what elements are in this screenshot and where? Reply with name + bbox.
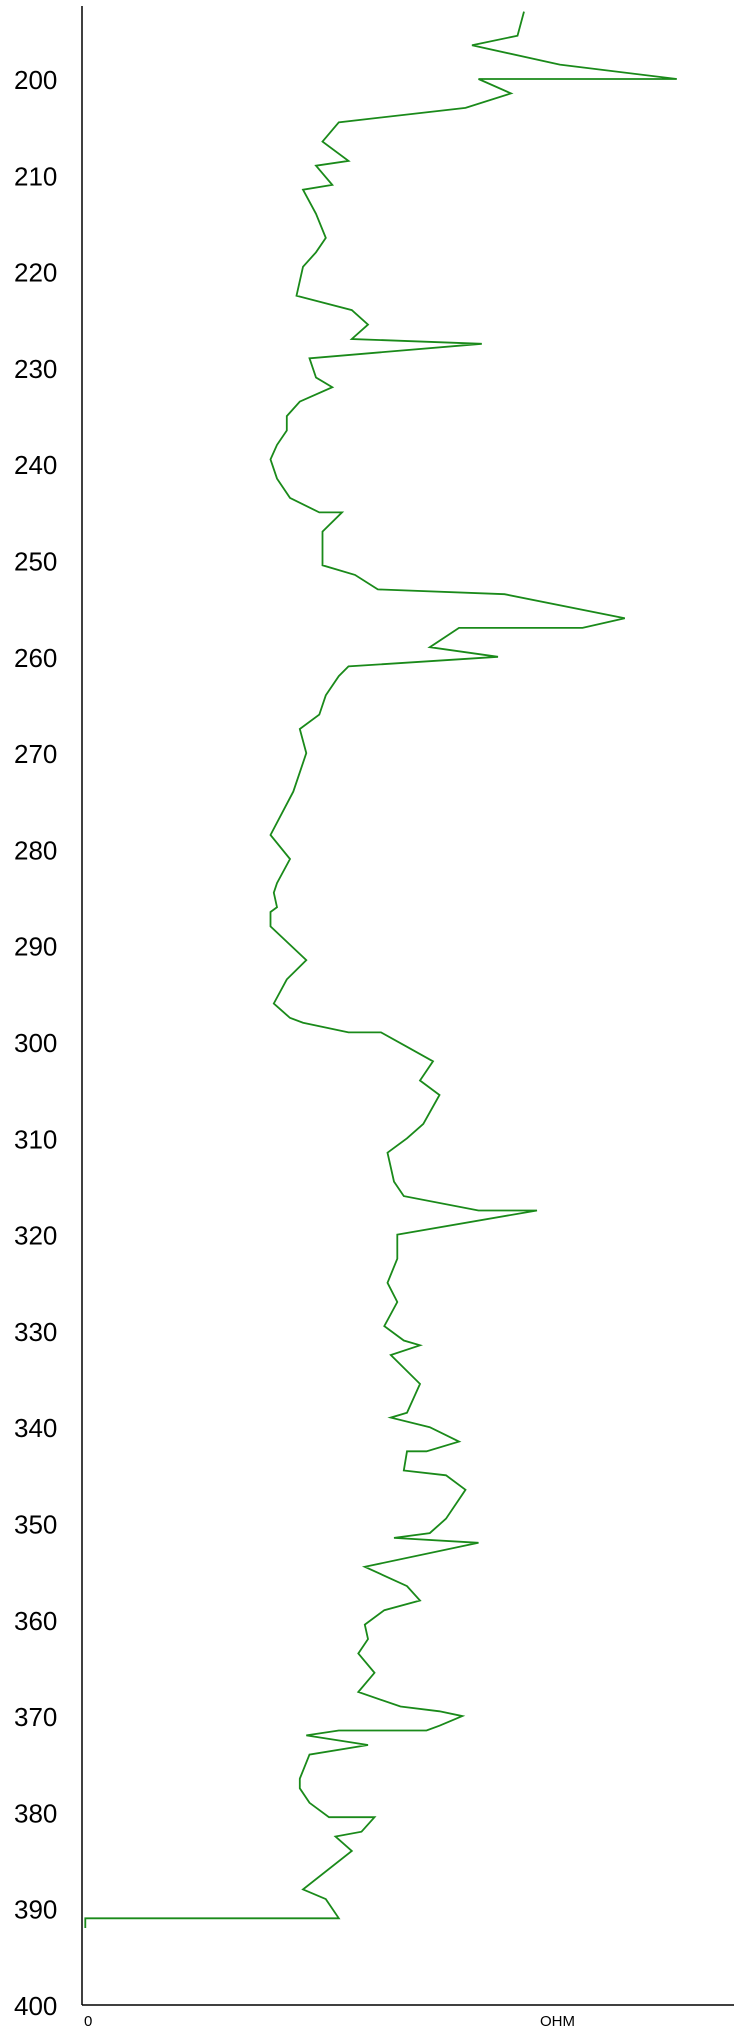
- depth-tick-label-230: 230: [14, 354, 57, 384]
- depth-tick-label-400: 400: [14, 1991, 57, 2021]
- depth-tick-label-300: 300: [14, 1028, 57, 1058]
- depth-tick-label-330: 330: [14, 1317, 57, 1347]
- depth-tick-label-220: 220: [14, 258, 57, 288]
- depth-tick-label-340: 340: [14, 1413, 57, 1443]
- depth-tick-label-200: 200: [14, 65, 57, 95]
- depth-tick-label-380: 380: [14, 1798, 57, 1828]
- depth-tick-label-310: 310: [14, 1124, 57, 1154]
- value-axis-min-label: 0: [84, 2013, 92, 2028]
- depth-tick-label-240: 240: [14, 450, 57, 480]
- depth-tick-labels: 200 210 220 230 240 250 260 270 280 290 300 310 320 3…: [14, 65, 57, 2021]
- depth-tick-label-280: 280: [14, 835, 57, 865]
- depth-tick-label-250: 250: [14, 547, 57, 577]
- depth-tick-label-290: 290: [14, 932, 57, 962]
- value-axis-unit-label: OHM: [540, 2013, 575, 2028]
- depth-tick-label-260: 260: [14, 643, 57, 673]
- resistivity-trace: [84, 11, 677, 1928]
- depth-tick-label-270: 270: [14, 739, 57, 769]
- depth-tick-label-360: 360: [14, 1606, 57, 1636]
- depth-tick-label-350: 350: [14, 1510, 57, 1540]
- depth-tick-label-320: 320: [14, 1221, 57, 1251]
- depth-tick-label-210: 210: [14, 161, 57, 191]
- depth-tick-label-370: 370: [14, 1702, 57, 1732]
- depth-tick-label-390: 390: [14, 1895, 57, 1925]
